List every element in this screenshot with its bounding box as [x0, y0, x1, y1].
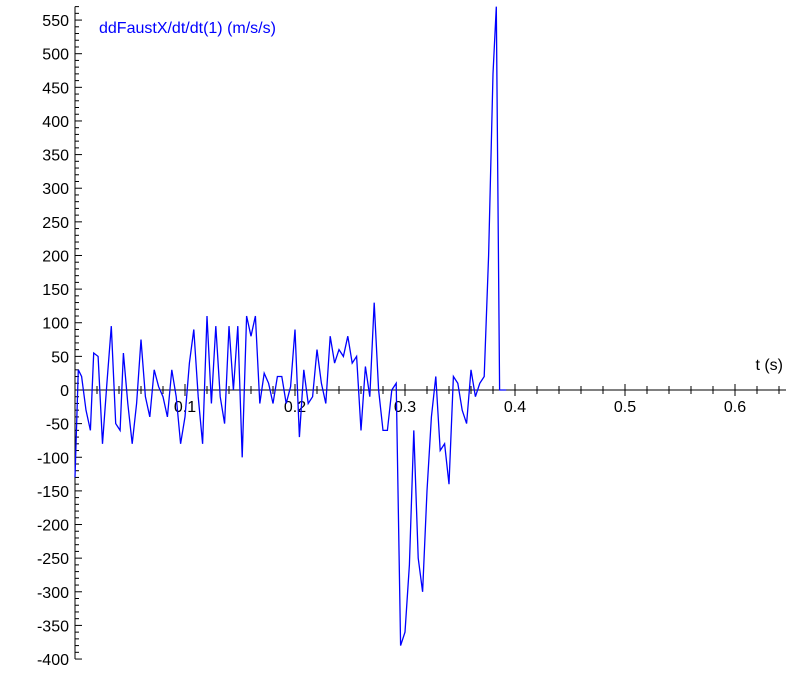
y-tick-label: -200	[37, 518, 69, 535]
y-tick-label: 350	[42, 148, 69, 165]
series-label: ddFaustX/dt/dt(1) (m/s/s)	[99, 20, 276, 37]
y-axis: 550500450400350300250200150100500-50-100…	[37, 6, 82, 669]
x-tick-label: 0.5	[614, 399, 636, 416]
x-tick-label: 0.4	[504, 399, 526, 416]
x-axis-label: t (s)	[755, 357, 783, 374]
y-tick-label: 0	[60, 383, 69, 400]
y-tick-label: -100	[37, 450, 69, 467]
y-tick-label: -300	[37, 585, 69, 602]
series-line	[74, 6, 507, 646]
x-tick-label: 0.1	[174, 399, 196, 416]
y-tick-label: -150	[37, 484, 69, 501]
y-tick-label: 150	[42, 282, 69, 299]
y-tick-label: 550	[42, 13, 69, 30]
y-tick-label: 50	[51, 349, 69, 366]
y-tick-label: 100	[42, 316, 69, 333]
y-tick-label: -400	[37, 652, 69, 669]
y-tick-label: 400	[42, 114, 69, 131]
y-tick-label: 200	[42, 248, 69, 265]
y-tick-label: -250	[37, 551, 69, 568]
y-tick-label: -50	[46, 417, 69, 434]
x-axis: 0.1 0.2 0.3 0.4 0.5 0.6	[75, 384, 786, 416]
y-tick-label: 250	[42, 215, 69, 232]
y-tick-label: -350	[37, 618, 69, 635]
y-tick-label: 500	[42, 47, 69, 64]
y-tick-label: 300	[42, 181, 69, 198]
x-tick-label: 0.6	[724, 399, 746, 416]
x-tick-label: 0.3	[394, 399, 416, 416]
y-tick-label: 450	[42, 80, 69, 97]
